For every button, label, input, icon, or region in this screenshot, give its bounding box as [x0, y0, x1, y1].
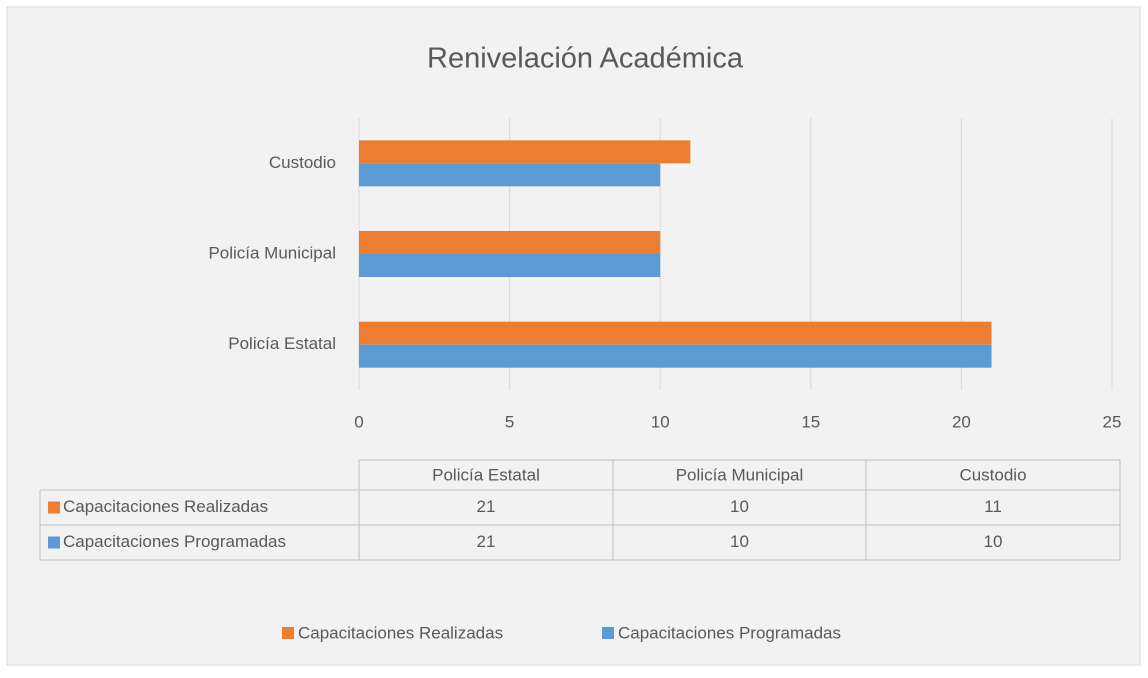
bar [359, 231, 661, 254]
table-header: Custodio [959, 465, 1026, 484]
legend-key [282, 627, 294, 639]
table-legend-key [48, 501, 60, 514]
legend-key [602, 627, 614, 639]
legend-label: Capacitaciones Realizadas [298, 623, 503, 642]
chart-title: Renivelación Académica [427, 43, 744, 75]
table-legend-key [48, 536, 60, 549]
table-cell: 11 [984, 497, 1002, 516]
table-cell: 21 [477, 532, 496, 551]
y-tick-label: Policía Estatal [228, 334, 336, 353]
table-cell: 10 [730, 497, 749, 516]
table-cell: 21 [477, 497, 496, 516]
bar [359, 140, 691, 164]
x-tick-label: 20 [952, 412, 971, 431]
bar [359, 344, 992, 368]
x-tick-label: 10 [651, 412, 670, 431]
x-tick-label: 15 [801, 412, 820, 431]
x-tick-label: 5 [505, 412, 514, 431]
x-tick-label: 25 [1103, 412, 1122, 431]
table-row-label: Capacitaciones Programadas [63, 532, 286, 551]
table-cell: 10 [984, 532, 1003, 551]
table-header: Policía Municipal [676, 465, 804, 484]
x-tick-label: 0 [354, 412, 363, 431]
bar [359, 163, 661, 187]
legend-label: Capacitaciones Programadas [618, 623, 841, 642]
table-header: Policía Estatal [432, 465, 540, 484]
y-tick-label: Policía Municipal [208, 243, 336, 262]
bar [359, 321, 992, 345]
table-row-label: Capacitaciones Realizadas [63, 497, 268, 516]
bar [359, 254, 661, 277]
table-cell: 10 [730, 532, 749, 551]
y-tick-label: Custodio [269, 153, 336, 172]
